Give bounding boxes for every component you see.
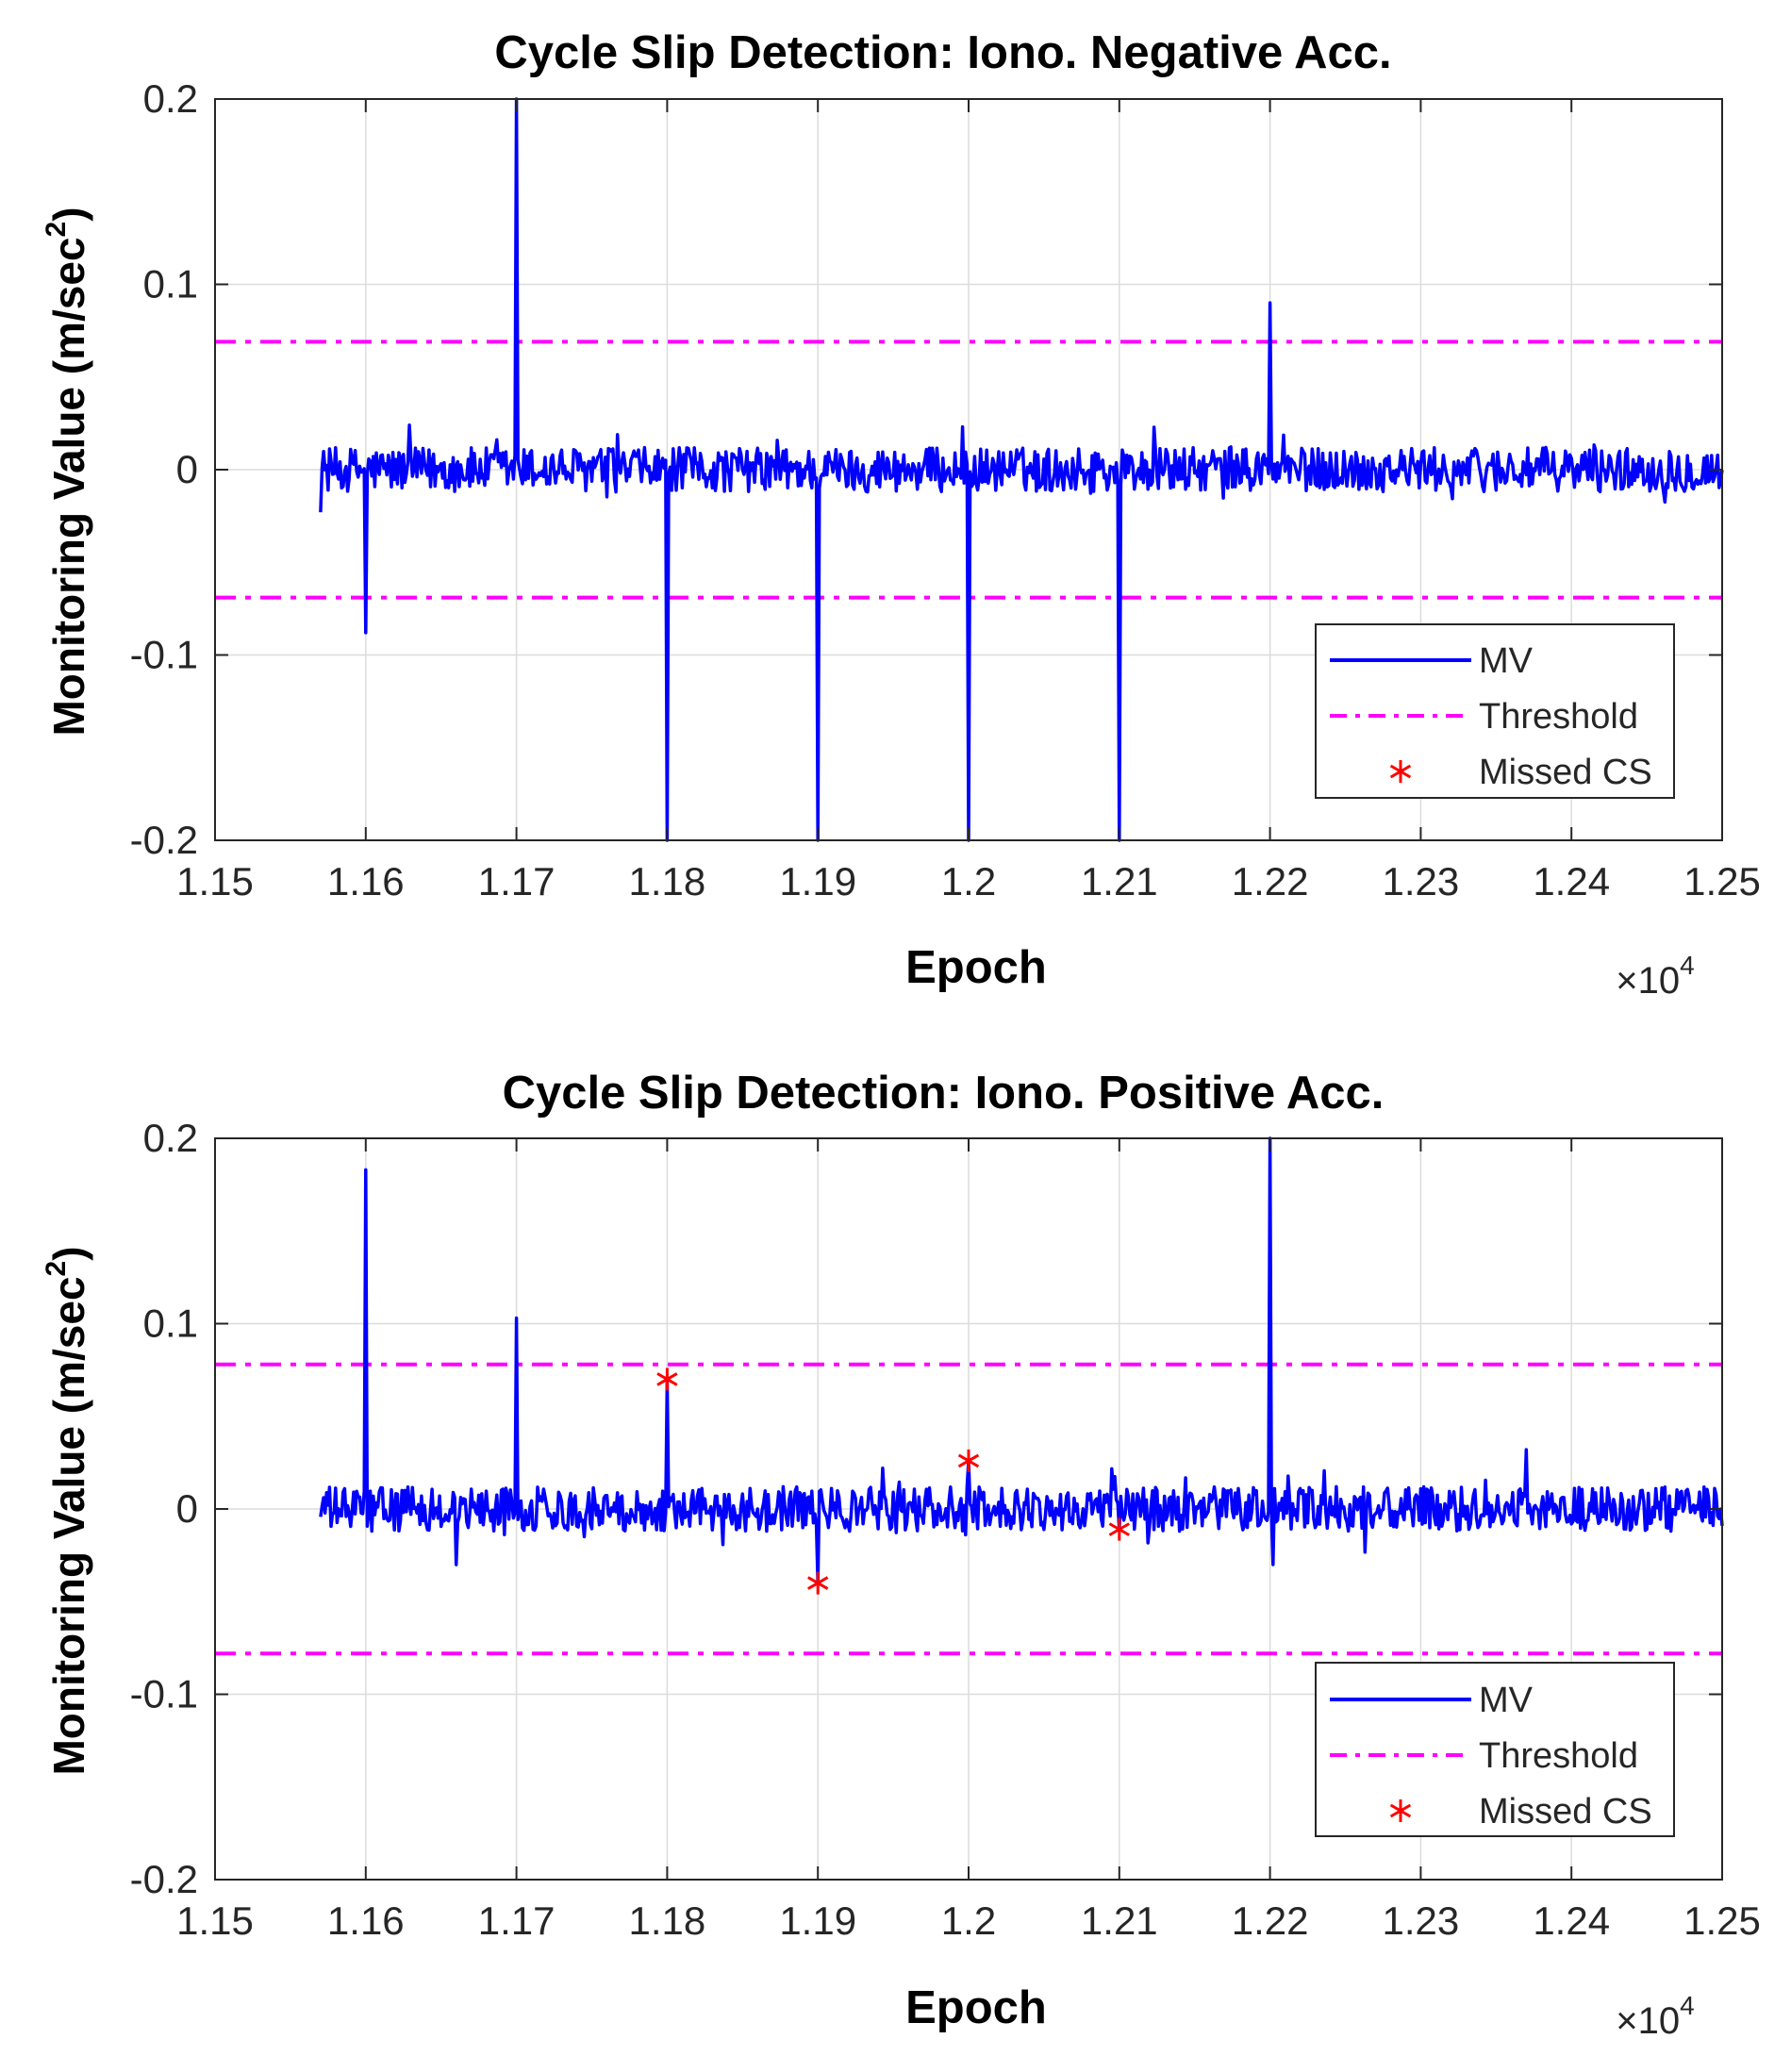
legend-threshold-label: Threshold xyxy=(1479,1736,1638,1776)
mv-line xyxy=(319,97,1724,842)
chart-title: Cycle Slip Detection: Iono. Negative Acc… xyxy=(494,27,1391,78)
x-tick-label: 1.23 xyxy=(1383,859,1460,903)
y-tick-label: -0.2 xyxy=(130,1857,198,1901)
y-tick-labels: -0.2 -0.1 0 0.1 0.2 xyxy=(130,76,198,862)
x-tick-label: 1.2 xyxy=(941,859,996,903)
x-tick-labels: 1.15 1.16 1.17 1.18 1.19 1.2 1.21 1.22 1.23 1.24 1… xyxy=(176,859,1761,903)
chart-title: Cycle Slip Detection: Iono. Positive Acc… xyxy=(503,1068,1385,1119)
y-tick-label: 0.2 xyxy=(143,76,198,121)
y-tick-label: -0.1 xyxy=(130,1672,198,1716)
y-axis-label-main: Monitoring Value (m/sec xyxy=(44,237,93,736)
y-tick-label: 0 xyxy=(176,447,198,491)
threshold-lines xyxy=(215,340,1722,600)
y-tick-label: -0.1 xyxy=(130,633,198,677)
x-multiplier: ×104 xyxy=(1616,1991,1694,2042)
star-stroke xyxy=(1389,764,1412,779)
star-stroke xyxy=(1108,1522,1130,1536)
chart-panel-negative-acc: Cycle Slip Detection: Iono. Negative Acc… xyxy=(41,27,1761,1002)
x-tick-label: 1.2 xyxy=(941,1898,996,1943)
mv-series xyxy=(319,1136,1724,1585)
missed-cs-markers xyxy=(656,1368,1130,1595)
mv-series xyxy=(319,97,1724,842)
legend-missed-cs-label: Missed CS xyxy=(1479,753,1652,792)
threshold-lines xyxy=(215,1362,1722,1656)
missed-cs-marker xyxy=(1108,1517,1130,1541)
star-stroke xyxy=(656,1372,678,1386)
x-tick-label: 1.17 xyxy=(478,859,556,903)
y-tick-label: 0.1 xyxy=(143,1301,198,1346)
y-axis-label-main: Monitoring Value (m/sec xyxy=(44,1276,93,1775)
y-tick-label: 0.2 xyxy=(143,1116,198,1160)
x-tick-label: 1.25 xyxy=(1683,859,1761,903)
tick-marks xyxy=(214,98,1723,841)
x-tick-label: 1.24 xyxy=(1533,859,1610,903)
legend-missed-cs-label: Missed CS xyxy=(1479,1792,1652,1832)
x-tick-labels: 1.15 1.16 1.17 1.18 1.19 1.2 1.21 1.22 1.23 1.24 1… xyxy=(176,1898,1761,1943)
x-multiplier-exp: 4 xyxy=(1680,951,1695,980)
x-axis-label: Epoch xyxy=(905,1982,1047,2033)
mv-line xyxy=(319,1136,1724,1585)
x-tick-label: 1.16 xyxy=(327,859,405,903)
legend-missed-cs-swatch xyxy=(1389,760,1412,783)
x-tick-label: 1.25 xyxy=(1683,1898,1761,1943)
star-stroke xyxy=(807,1576,829,1590)
missed-cs-marker xyxy=(656,1368,678,1391)
y-axis-label: Monitoring Value (m/sec2) xyxy=(41,1246,93,1775)
y-axis-label: Monitoring Value (m/sec2) xyxy=(41,207,93,736)
legend: MV Threshold Missed CS xyxy=(1315,1662,1675,1837)
x-multiplier-base: ×10 xyxy=(1616,960,1680,1002)
x-tick-label: 1.19 xyxy=(779,1898,856,1943)
x-tick-label: 1.23 xyxy=(1383,1898,1460,1943)
legend-box xyxy=(1315,1662,1675,1837)
x-tick-label: 1.17 xyxy=(478,1898,556,1943)
missed-cs-marker xyxy=(807,1571,829,1595)
legend-mv-label: MV xyxy=(1479,641,1534,681)
y-axis-label-close: ) xyxy=(44,1246,93,1260)
x-multiplier-exp: 4 xyxy=(1680,1991,1695,2020)
star-stroke xyxy=(957,1453,980,1468)
x-tick-label: 1.15 xyxy=(176,859,254,903)
x-multiplier-base: ×10 xyxy=(1616,2000,1680,2042)
x-tick-label: 1.18 xyxy=(629,859,706,903)
x-tick-label: 1.22 xyxy=(1232,1898,1309,1943)
legend-threshold-label: Threshold xyxy=(1479,697,1638,737)
missed-cs-marker xyxy=(957,1449,980,1472)
y-axis-label-sup: 2 xyxy=(41,1261,72,1277)
y-tick-labels: -0.2 -0.1 0 0.1 0.2 xyxy=(130,1116,198,1901)
star-stroke xyxy=(1389,1803,1412,1818)
legend-missed-cs-swatch xyxy=(1389,1799,1412,1822)
legend-mv-label: MV xyxy=(1479,1681,1534,1720)
x-tick-label: 1.21 xyxy=(1081,859,1158,903)
y-axis-label-sup: 2 xyxy=(41,222,72,238)
chart-panel-positive-acc: Cycle Slip Detection: Iono. Positive Acc… xyxy=(41,1068,1761,2042)
x-multiplier: ×104 xyxy=(1616,951,1694,1002)
tick-marks xyxy=(214,1137,1723,1881)
y-tick-label: 0.1 xyxy=(143,262,198,307)
y-tick-label: -0.2 xyxy=(130,818,198,862)
legend-box xyxy=(1315,623,1675,799)
x-tick-label: 1.18 xyxy=(629,1898,706,1943)
x-tick-label: 1.16 xyxy=(327,1898,405,1943)
x-tick-label: 1.19 xyxy=(779,859,856,903)
x-tick-label: 1.15 xyxy=(176,1898,254,1943)
y-tick-label: 0 xyxy=(176,1486,198,1531)
y-axis-label-close: ) xyxy=(44,207,93,221)
x-tick-label: 1.24 xyxy=(1533,1898,1610,1943)
x-tick-label: 1.22 xyxy=(1232,859,1309,903)
legend: MV Threshold Missed CS xyxy=(1315,623,1675,799)
x-tick-label: 1.21 xyxy=(1081,1898,1158,1943)
x-axis-label: Epoch xyxy=(905,942,1047,993)
